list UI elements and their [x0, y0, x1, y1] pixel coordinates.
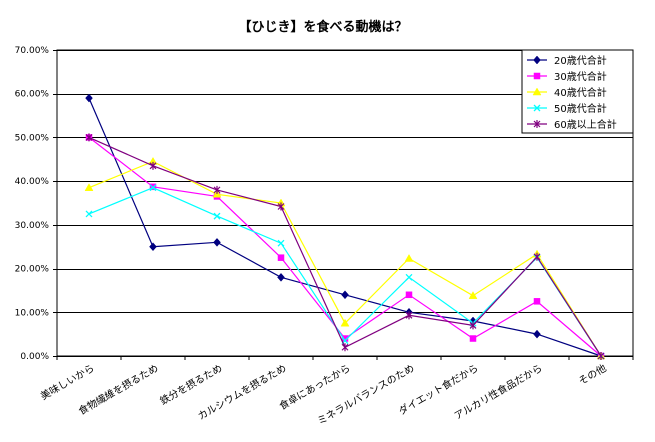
y-tick-label: 30.00%	[15, 221, 50, 231]
y-tick-label: 20.00%	[15, 265, 50, 275]
legend-marker	[533, 104, 541, 112]
legend-label: 40歳代合計	[554, 86, 607, 99]
data-point	[85, 93, 93, 103]
legend-marker	[533, 55, 541, 65]
series-line	[88, 187, 602, 357]
data-point	[341, 343, 349, 352]
data-point	[149, 242, 157, 252]
legend-label: 20歳代合計	[554, 54, 607, 67]
y-tick-label: 50.00%	[15, 133, 50, 143]
legend-item: 40歳代合計	[527, 86, 607, 99]
legend-marker	[533, 120, 541, 128]
data-point	[597, 352, 605, 360]
series-lines	[84, 93, 606, 361]
y-axis-ticks: 0.00% 10.00% 20.00% 30.00% 40.00% 50.00% 60.00…	[15, 46, 50, 362]
series-line	[88, 160, 602, 357]
data-point	[341, 290, 349, 300]
series-line	[88, 97, 602, 357]
legend-item: 30歳代合計	[527, 70, 607, 83]
data-point	[213, 237, 221, 247]
legend-item: 60歳以上合計	[527, 118, 617, 131]
y-tick-label: 60.00%	[15, 90, 50, 100]
data-point	[213, 212, 221, 220]
grid-lines	[53, 49, 634, 360]
data-point	[85, 210, 93, 218]
legend-item: 20歳代合計	[527, 54, 607, 67]
data-point	[469, 321, 477, 330]
data-point	[277, 202, 285, 211]
data-point	[533, 329, 541, 339]
data-point	[149, 184, 157, 192]
data-point	[85, 133, 93, 142]
legend-label: 50歳代合計	[554, 102, 607, 115]
y-tick-label: 0.00%	[20, 352, 49, 362]
data-point	[469, 335, 477, 342]
data-point	[405, 273, 413, 281]
y-tick-label: 10.00%	[15, 308, 50, 318]
data-point	[84, 183, 94, 191]
data-point	[277, 254, 285, 261]
y-tick-label: 40.00%	[15, 177, 50, 187]
x-axis-labels: 美味しいから食物繊維を摂るため鉄分を摂るためカルシウムを摂るため食卓にあったから…	[38, 361, 608, 427]
data-point	[277, 272, 285, 282]
legend-marker	[533, 72, 541, 80]
data-point	[277, 239, 285, 247]
x-tick-label: その他	[576, 361, 608, 387]
chart-title: 【ひじき】を食べる動機は？	[238, 19, 407, 35]
y-tick-label: 70.00%	[15, 46, 50, 56]
data-point	[149, 161, 157, 170]
x-tick-label: 美味しいから	[38, 361, 96, 402]
x-tick-label: 鉄分を摂るため	[157, 361, 224, 407]
series-4	[85, 184, 605, 360]
data-point	[340, 318, 350, 327]
series-5	[85, 133, 605, 360]
legend-label: 60歳以上合計	[554, 118, 617, 131]
data-point	[468, 291, 478, 299]
legend-marker	[532, 87, 542, 96]
legend-item: 50歳代合計	[527, 102, 607, 115]
legend: 20歳代合計 30歳代合計 40歳代合計 50歳代合計 60歳以上合計	[521, 49, 634, 134]
data-point	[405, 291, 413, 299]
legend-label: 30歳代合計	[554, 70, 607, 83]
data-point	[213, 185, 221, 194]
data-point	[533, 298, 541, 305]
data-point	[405, 311, 413, 320]
data-point	[533, 252, 541, 261]
data-point	[404, 254, 414, 262]
